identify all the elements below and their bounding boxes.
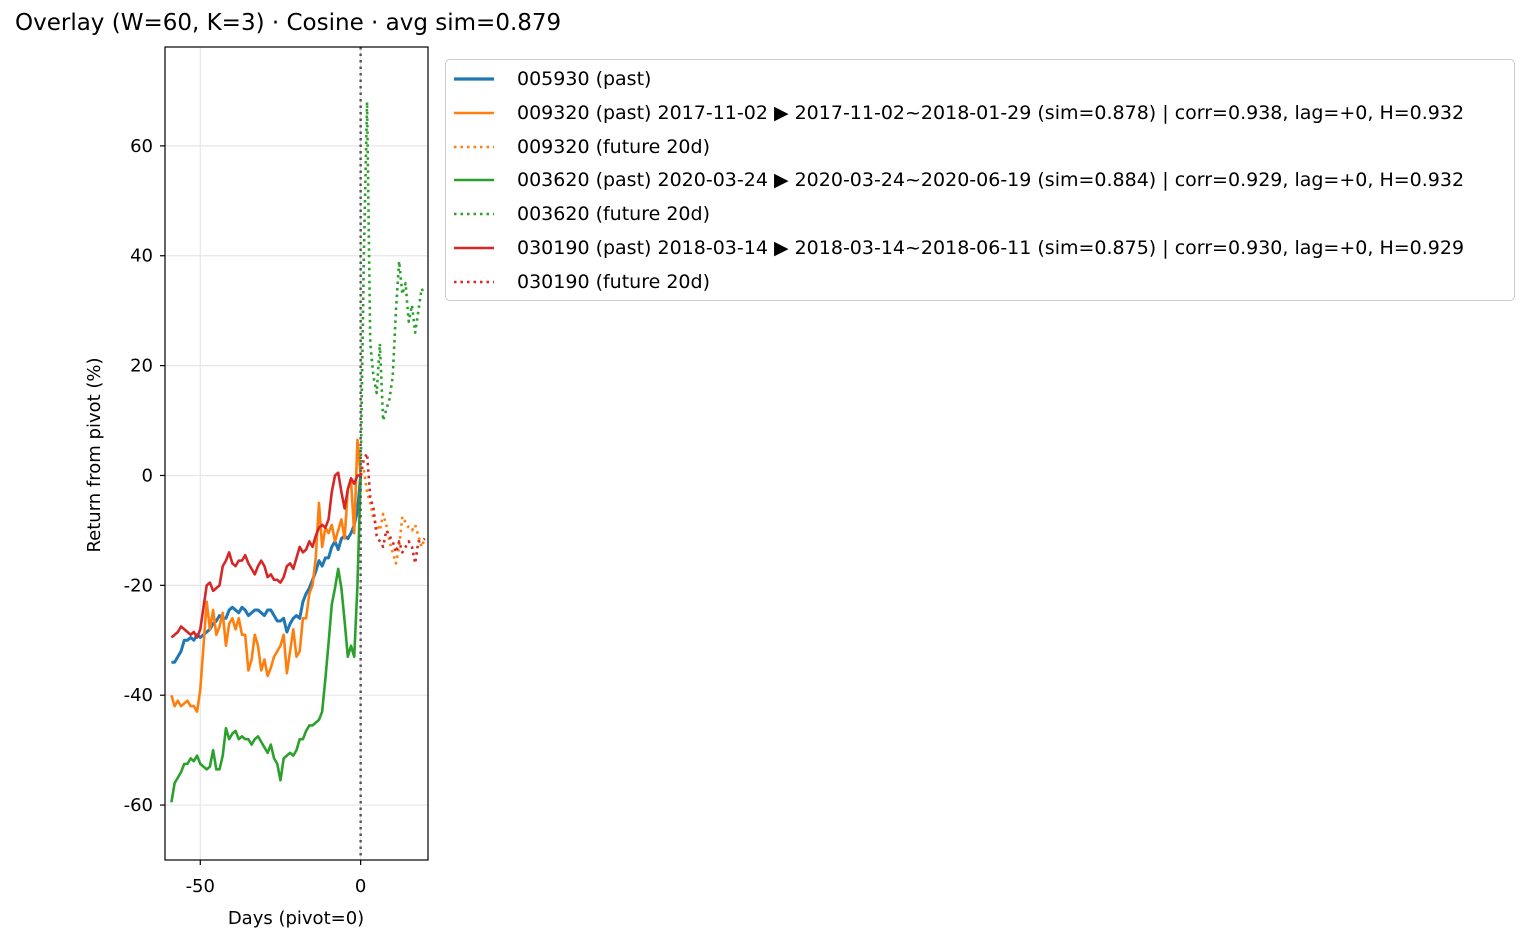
series-line-4 bbox=[359, 100, 426, 476]
series-line-3 bbox=[170, 475, 362, 803]
legend-label: 003620 (past) 2020-03-24 ▶ 2020-03-24~20… bbox=[517, 169, 1465, 192]
y-tick-label: -40 bbox=[124, 685, 153, 706]
legend-label: 030190 (past) 2018-03-14 ▶ 2018-03-14~20… bbox=[517, 237, 1465, 259]
series-line-2 bbox=[359, 468, 427, 565]
legend-entry: 003620 (past) 2020-03-24 ▶ 2020-03-24~20… bbox=[454, 163, 1464, 197]
legend-label: 030190 (future 20d) bbox=[517, 270, 710, 293]
legend-swatch bbox=[454, 280, 494, 284]
y-axis-label: Return from pivot (%) bbox=[84, 357, 105, 552]
legend-entry: 003620 (future 20d) bbox=[454, 197, 710, 231]
legend-entry: 030190 (future 20d) bbox=[454, 265, 710, 299]
series-layer bbox=[170, 47, 427, 860]
x-tick-label: 0 bbox=[355, 876, 366, 897]
series-line-6 bbox=[359, 452, 426, 565]
series-line-0 bbox=[171, 475, 363, 664]
legend-entry: 009320 (past) 2017-11-02 ▶ 2017-11-02~20… bbox=[454, 96, 1464, 130]
series-line-5 bbox=[170, 471, 361, 639]
y-tick-label: 0 bbox=[142, 465, 153, 486]
legend-entry: 030190 (past) 2018-03-14 ▶ 2018-03-14~20… bbox=[454, 231, 1464, 265]
legend-swatch bbox=[454, 246, 494, 250]
grid-lines bbox=[165, 47, 428, 860]
y-tick-label: -20 bbox=[124, 575, 153, 596]
legend-swatch bbox=[454, 212, 494, 216]
legend-swatch bbox=[454, 145, 494, 148]
legend-entry: 009320 (future 20d) bbox=[454, 130, 710, 164]
legend-swatch bbox=[454, 179, 494, 182]
legend-entry: 005930 (past) bbox=[454, 62, 651, 96]
plot-frame bbox=[164, 46, 429, 861]
y-tick-label: 20 bbox=[130, 356, 153, 377]
y-tick-label: 40 bbox=[130, 246, 153, 267]
legend-label: 005930 (past) bbox=[517, 68, 652, 90]
legend-label: 009320 (past) 2017-11-02 ▶ 2017-11-02~20… bbox=[517, 101, 1465, 124]
legend-swatch bbox=[454, 111, 494, 115]
chart-title: Overlay (W=60, K=3) · Cosine · avg sim=0… bbox=[15, 10, 562, 36]
legend-label: 009320 (future 20d) bbox=[517, 135, 710, 158]
y-tick-label: -60 bbox=[124, 795, 153, 816]
legend: 005930 (past) 009320 (past) 2017-11-02 ▶ … bbox=[445, 59, 1515, 301]
x-axis-label: Days (pivot=0) bbox=[228, 908, 364, 929]
series-line-1 bbox=[170, 438, 362, 713]
x-tick-label: -50 bbox=[186, 876, 215, 897]
axis-ticks: -60 -40 -20 0 20 40 60 -50 0 bbox=[124, 136, 367, 897]
legend-label: 003620 (future 20d) bbox=[517, 203, 710, 226]
legend-swatch bbox=[454, 77, 494, 81]
y-tick-label: 60 bbox=[130, 136, 153, 157]
